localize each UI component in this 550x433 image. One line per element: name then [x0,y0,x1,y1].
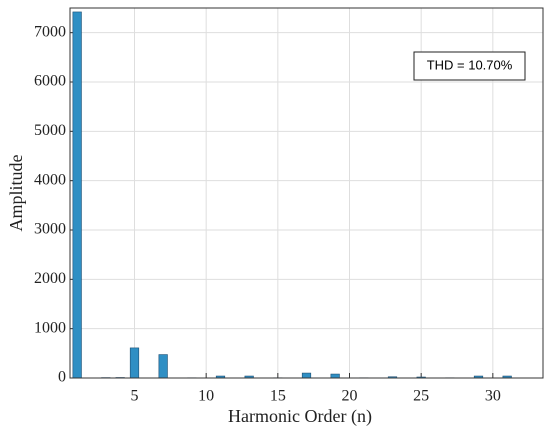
y-axis-label: Amplitude [6,154,26,231]
bar [158,354,168,379]
y-tick-label: 7000 [34,23,66,40]
y-tick-label: 4000 [34,171,66,188]
bar [72,11,82,379]
annotation: THD = 10.70% [427,57,513,72]
x-axis-label: Harmonic Order (n) [228,406,372,427]
y-tick-label: 6000 [34,73,66,90]
x-tick-label: 30 [485,388,501,405]
x-tick-label: 5 [131,388,139,405]
bar [301,372,312,379]
x-tick-label: 10 [198,388,214,405]
y-tick-label: 5000 [34,122,66,139]
y-tick-label: 3000 [34,221,66,238]
y-tick-label: 2000 [34,270,66,287]
y-tick-label: 0 [58,369,66,386]
x-tick-label: 15 [270,388,286,405]
y-tick-label: 1000 [34,319,66,336]
x-tick-label: 25 [413,388,429,405]
bar [129,347,140,379]
bar [330,373,340,379]
annotation-box [413,51,526,81]
plot-frame [69,7,544,379]
x-tick-label: 20 [342,388,358,405]
